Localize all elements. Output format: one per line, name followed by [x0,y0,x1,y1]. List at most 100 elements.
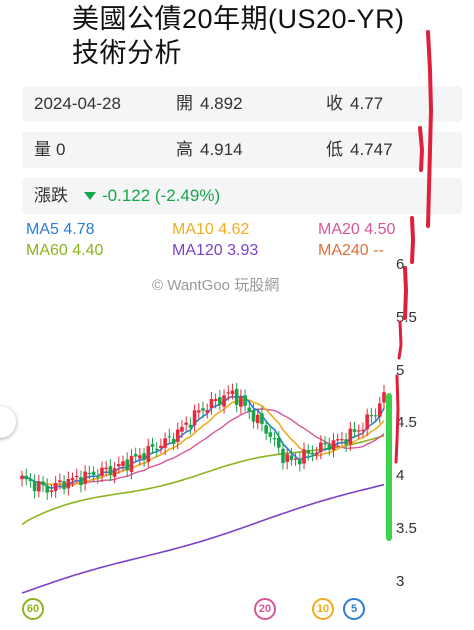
ma240-legend: MA240 -- [318,242,384,259]
y-tick-3-5: 3.5 [396,520,417,537]
badge-ma60[interactable]: 60 [22,598,44,620]
candle [226,385,231,401]
marker-stroke-red-2 [418,126,424,172]
quote-row-1: 2024-04-28 開 4.892 收 4.77 [22,86,462,122]
candle [87,465,92,480]
title-line-1: 美國公債20年期(US20-YR) [72,4,405,34]
candle [298,452,302,472]
quote-date: 2024-04-28 [34,94,121,113]
y-tick-5: 5 [396,362,405,379]
candle [365,408,369,436]
close-value: 4.77 [350,94,384,113]
marker-stroke-red-5 [397,320,403,360]
candle [369,407,374,424]
candle [45,478,50,500]
candle [285,448,289,470]
ma120-line [21,483,385,594]
marker-stroke-red-6 [394,374,400,464]
candle [230,383,235,400]
ma10-legend: MA10 4.62 [172,221,250,238]
candle [268,424,273,444]
candle [150,437,155,454]
down-triangle-icon [84,191,96,200]
change-row: 漲跌 -0.122 (-2.49%) [22,178,462,214]
candle [218,389,222,411]
candle [184,416,188,432]
candle [108,459,113,482]
candle [74,468,79,483]
watermark: © WantGoo 玩股網 [152,277,280,294]
volume-label: 量 [34,140,51,159]
y-tick-4: 4 [396,467,405,484]
candle [95,468,100,484]
y-tick-3: 3 [396,573,405,590]
candle [243,389,247,412]
candle [142,448,146,467]
candle [66,471,71,496]
candle [171,432,176,450]
ma120-legend: MA120 3.93 [172,242,259,259]
candle [117,456,121,474]
candle [154,442,159,457]
candle [62,475,66,495]
marker-stroke-red-4 [403,266,408,320]
candle [323,436,327,452]
candle [289,447,294,466]
quote-row-2: 量 0 高 4.914 低 4.747 [22,132,462,168]
candle [348,421,353,451]
candle [213,393,218,409]
ma60-legend: MA60 4.40 [26,242,104,259]
badge-ma10[interactable]: 10 [312,598,334,620]
candle [146,438,151,468]
candle [188,417,193,435]
candle [319,435,323,460]
page-title: 美國公債20年期(US20-YR) 技術分析 [72,2,432,70]
candle [272,431,277,447]
candle [331,433,336,458]
candle [222,389,226,414]
candle [138,447,142,466]
candle [310,445,315,462]
candle [79,470,83,493]
candle [234,382,239,413]
candle [382,384,386,410]
candle [205,403,210,419]
candle [201,401,205,419]
ma5-legend: MA5 4.78 [26,221,95,238]
candle [264,420,268,441]
candle [260,406,264,432]
candle [340,431,344,446]
candle [302,442,306,470]
candle [196,403,201,420]
candle [377,397,382,424]
low-value: 4.747 [350,140,393,159]
high-label: 高 [176,140,193,159]
drawer-handle[interactable] [0,406,16,438]
marker-stroke-red-1 [426,30,433,228]
candle [129,449,134,480]
candle [20,470,24,487]
candle [335,433,340,447]
candle [133,447,138,463]
candle [251,403,256,429]
candle [70,472,75,487]
candle [58,473,62,490]
candle [53,475,58,499]
badge-ma20[interactable]: 20 [254,598,276,620]
candle [104,460,108,477]
hand-drawn-annotation [386,30,433,541]
candle [28,473,33,488]
candle [41,475,45,493]
close-label: 收 [326,94,343,113]
candle [167,428,172,444]
y-tick-4-5: 4.5 [396,414,417,431]
ma20-legend: MA20 4.50 [318,221,396,238]
badge-ma5[interactable]: 5 [343,598,365,620]
marker-stroke-red-3 [410,216,415,264]
candle [352,422,357,439]
candle [192,404,197,432]
candle [373,408,378,422]
candle [180,420,184,439]
candle [83,465,87,491]
